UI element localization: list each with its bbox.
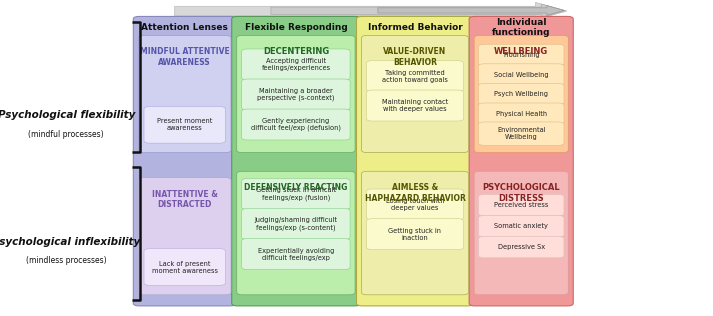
Text: Perceived stress: Perceived stress [494, 202, 548, 208]
FancyBboxPatch shape [469, 16, 573, 306]
Text: Present moment
awareness: Present moment awareness [157, 118, 212, 131]
Text: INATTENTIVE &
DISTRACTED: INATTENTIVE & DISTRACTED [152, 190, 217, 209]
FancyBboxPatch shape [237, 171, 355, 295]
Text: Maintaining a broader
perspective (s-context): Maintaining a broader perspective (s-con… [257, 88, 334, 101]
FancyBboxPatch shape [361, 171, 468, 295]
FancyBboxPatch shape [242, 49, 350, 80]
Text: Taking committed
action toward goals: Taking committed action toward goals [382, 70, 448, 83]
Text: Attention Lenses: Attention Lenses [141, 23, 228, 32]
FancyBboxPatch shape [242, 239, 350, 270]
FancyBboxPatch shape [366, 61, 463, 92]
FancyBboxPatch shape [242, 179, 350, 210]
FancyBboxPatch shape [242, 79, 350, 110]
Text: (mindless processes): (mindless processes) [26, 256, 107, 265]
Text: Psychological inflexibility: Psychological inflexibility [0, 237, 140, 247]
FancyBboxPatch shape [242, 109, 350, 140]
Text: Somatic anxiety: Somatic anxiety [494, 223, 548, 229]
Text: VALUE-DRIVEN
BEHAVIOR: VALUE-DRIVEN BEHAVIOR [384, 47, 446, 67]
Text: Accepting difficult
feelings/experiences: Accepting difficult feelings/experiences [262, 58, 330, 71]
Text: (mindful processes): (mindful processes) [29, 130, 104, 139]
Polygon shape [271, 4, 565, 17]
Text: Maintaining contact
with deeper values: Maintaining contact with deeper values [382, 99, 448, 112]
FancyBboxPatch shape [474, 35, 568, 153]
Text: Social Wellbeing: Social Wellbeing [494, 72, 548, 77]
Text: Lack of present
moment awareness: Lack of present moment awareness [152, 260, 217, 274]
Text: AIMLESS &
HAPHAZARD BEHAVIOR: AIMLESS & HAPHAZARD BEHAVIOR [364, 183, 466, 203]
Text: MINDFUL ATTENTIVE
AWARENESS: MINDFUL ATTENTIVE AWARENESS [140, 47, 230, 67]
Text: Getting stuck in difficult
feelings/exp (fusion): Getting stuck in difficult feelings/exp … [256, 187, 336, 201]
Text: Judging/shaming difficult
feelings/exp (s-content): Judging/shaming difficult feelings/exp (… [255, 217, 337, 231]
FancyBboxPatch shape [478, 216, 564, 237]
FancyBboxPatch shape [366, 90, 463, 121]
FancyBboxPatch shape [478, 122, 564, 145]
FancyBboxPatch shape [478, 64, 564, 85]
FancyBboxPatch shape [144, 106, 225, 143]
FancyBboxPatch shape [237, 35, 355, 153]
Text: Getting stuck in
inaction: Getting stuck in inaction [389, 228, 441, 241]
FancyBboxPatch shape [478, 236, 564, 258]
Text: Informed Behavior: Informed Behavior [368, 23, 462, 32]
FancyBboxPatch shape [478, 194, 564, 216]
Text: DECENTERING: DECENTERING [263, 47, 329, 56]
FancyBboxPatch shape [474, 171, 568, 295]
Polygon shape [378, 6, 564, 15]
Text: Gently experiencing
difficult feel/exp (defusion): Gently experiencing difficult feel/exp (… [251, 118, 341, 131]
FancyBboxPatch shape [366, 219, 463, 250]
Text: Experientially avoiding
difficult feelings/exp: Experientially avoiding difficult feelin… [257, 247, 334, 261]
Text: Depressive Sx: Depressive Sx [498, 244, 545, 250]
Text: Flourishing: Flourishing [503, 52, 540, 58]
Text: Psychological flexibility: Psychological flexibility [0, 110, 135, 120]
Text: WELLBEING: WELLBEING [494, 47, 548, 56]
Text: PSYCHOLOGICAL
DISTRESS: PSYCHOLOGICAL DISTRESS [483, 183, 560, 203]
FancyBboxPatch shape [478, 83, 564, 105]
FancyBboxPatch shape [242, 209, 350, 240]
FancyBboxPatch shape [138, 35, 231, 153]
Text: Physical Health: Physical Health [496, 111, 547, 117]
FancyBboxPatch shape [133, 16, 236, 306]
Text: Losing touch with
deeper values: Losing touch with deeper values [386, 198, 444, 211]
FancyBboxPatch shape [361, 35, 468, 153]
Text: Flexible Responding: Flexible Responding [245, 23, 348, 32]
Text: Psych Wellbeing: Psych Wellbeing [494, 91, 548, 97]
Text: DEFENSIVELY REACTING: DEFENSIVELY REACTING [245, 183, 347, 192]
FancyBboxPatch shape [138, 178, 231, 295]
FancyBboxPatch shape [366, 189, 463, 220]
Polygon shape [175, 3, 567, 20]
FancyBboxPatch shape [478, 44, 564, 66]
FancyBboxPatch shape [232, 16, 361, 306]
Text: Environmental
Wellbeing: Environmental Wellbeing [497, 127, 545, 140]
FancyBboxPatch shape [144, 249, 225, 285]
FancyBboxPatch shape [356, 16, 473, 306]
Text: Individual
functioning: Individual functioning [492, 18, 550, 37]
FancyBboxPatch shape [478, 103, 564, 125]
